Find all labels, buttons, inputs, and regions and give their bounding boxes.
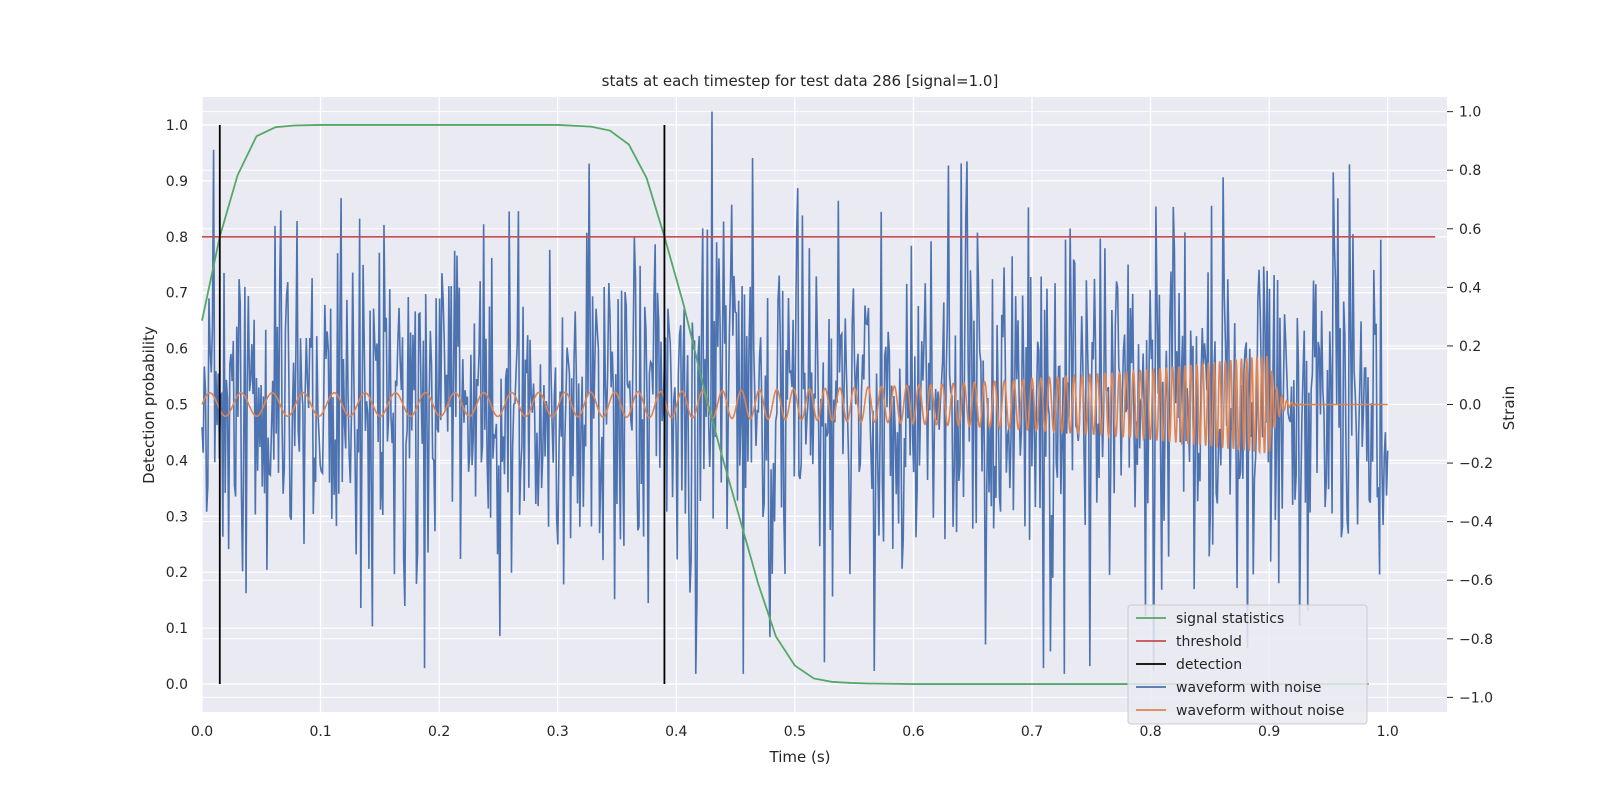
x-tick-label: 0.6 [902, 724, 924, 740]
right-y-tick-label: −1.0 [1459, 690, 1493, 706]
legend-label-threshold: threshold [1176, 634, 1242, 650]
legend-label-signal-statistics: signal statistics [1176, 611, 1284, 627]
right-y-tick-label: 0.2 [1459, 339, 1481, 355]
left-y-tick-label: 0.5 [166, 398, 188, 414]
x-tick-label: 0.5 [784, 724, 806, 740]
x-tick-label: 0.8 [1139, 724, 1161, 740]
x-tick-label: 0.4 [665, 724, 687, 740]
legend-box [1127, 604, 1368, 725]
legend-label-waveform-without-noise: waveform without noise [1176, 703, 1344, 719]
right-y-tick-label: −0.8 [1459, 632, 1493, 648]
x-tick-label: 0.0 [191, 724, 213, 740]
x-tick-label: 0.2 [428, 724, 450, 740]
legend-label-detection: detection [1176, 657, 1242, 673]
left-y-tick-label: 0.7 [166, 286, 188, 302]
legend: signal statistics threshold detection wa… [1127, 604, 1368, 725]
right-y-tick-label: −0.2 [1459, 456, 1493, 472]
left-y-axis-label: Detection probability [140, 326, 158, 484]
left-y-tick-label: 0.9 [166, 174, 188, 190]
series-layer [201, 111, 1436, 685]
right-y-tick-label: −0.6 [1459, 573, 1493, 589]
left-y-tick-label: 0.1 [166, 621, 188, 637]
left-y-tick-label: 0.4 [166, 453, 188, 469]
left-y-tick-label: 0.2 [166, 565, 188, 581]
left-y-tick-label: 0.0 [166, 677, 188, 693]
left-y-tick-label: 0.6 [166, 342, 188, 358]
right-y-tick-label: 0.4 [1459, 280, 1481, 296]
x-tick-label: 0.7 [1021, 724, 1043, 740]
left-y-tick-label: 1.0 [166, 118, 188, 134]
left-y-tick-label: 0.8 [166, 230, 188, 246]
right-y-tick-label: 0.0 [1459, 398, 1481, 414]
ticks: 0.0 0.1 0.2 0.3 0.4 0.5 0.6 0.7 0.8 0.9 1.0 0.0 0.1 0… [166, 105, 1493, 740]
x-tick-label: 1.0 [1377, 724, 1399, 740]
legend-label-waveform-with-noise: waveform with noise [1176, 680, 1321, 696]
series-waveform-without-noise [201, 355, 1388, 455]
x-tick-label: 0.1 [309, 724, 331, 740]
left-y-tick-label: 0.3 [166, 509, 188, 525]
x-tick-label: 0.9 [1258, 724, 1280, 740]
x-axis-label: Time (s) [769, 748, 831, 766]
right-y-axis-label: Strain [1500, 386, 1518, 430]
right-y-tick-label: −0.4 [1459, 515, 1493, 531]
right-y-tick-label: 1.0 [1459, 105, 1481, 121]
x-tick-label: 0.3 [547, 724, 569, 740]
right-y-tick-label: 0.6 [1459, 222, 1481, 238]
right-y-tick-label: 0.8 [1459, 163, 1481, 179]
series-signal-statistics [201, 124, 1369, 685]
chart-title: stats at each timestep for test data 286… [602, 72, 999, 90]
